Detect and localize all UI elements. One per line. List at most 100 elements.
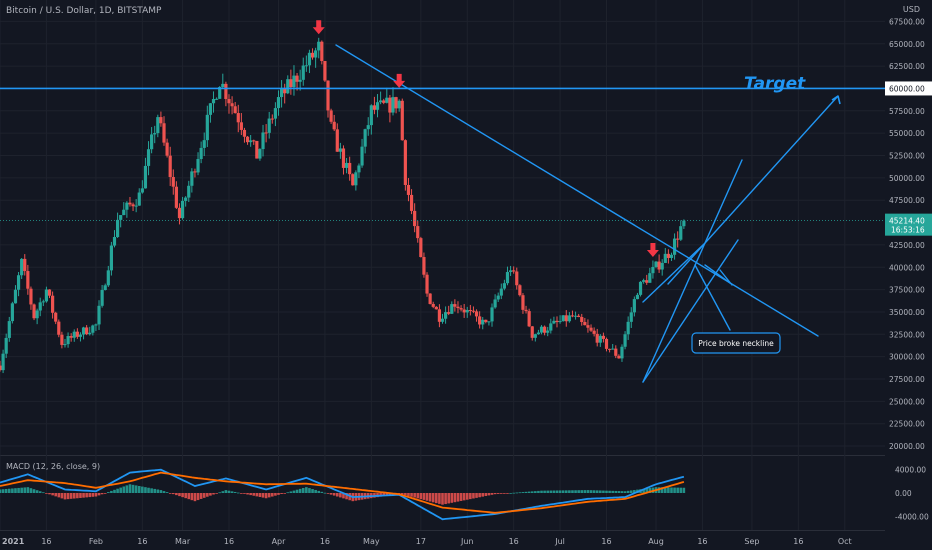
time-tick-label: Oct <box>838 537 852 546</box>
retest-line[interactable] <box>704 264 731 284</box>
price-tick-label: 32500.00 <box>889 330 925 339</box>
macd-histogram-bar <box>42 492 45 494</box>
candle-up <box>620 346 624 359</box>
candle-down <box>335 129 339 152</box>
macd-histogram-bar <box>48 493 51 495</box>
macd-histogram-bar <box>558 490 562 493</box>
candle-down <box>270 118 274 120</box>
price-tick-label: 47500.00 <box>889 196 925 205</box>
macd-histogram-bar <box>586 490 590 493</box>
macd-histogram-bar <box>620 491 624 493</box>
candle-up <box>72 331 76 338</box>
time-tick-label: 16 <box>509 537 519 546</box>
target-projection-line[interactable] <box>667 95 839 285</box>
macd-histogram-bar <box>199 493 203 499</box>
macd-pane[interactable] <box>0 468 686 521</box>
macd-histogram-bar <box>385 493 389 496</box>
macd-histogram-bar <box>20 487 23 493</box>
macd-histogram-bar <box>308 488 311 493</box>
candle-down <box>26 271 30 289</box>
candle-up <box>611 348 615 350</box>
candle-up <box>7 321 11 338</box>
macd-histogram-bar <box>153 488 157 493</box>
macd-histogram-bar <box>233 491 237 493</box>
channel-lower-left[interactable] <box>642 243 705 303</box>
macd-histogram-bar <box>1 489 5 493</box>
candle-up <box>215 98 219 100</box>
candle-up <box>654 261 658 267</box>
candle-up <box>134 205 138 207</box>
candle-down <box>447 312 451 314</box>
candle-up <box>298 79 302 82</box>
macd-histogram-bar <box>212 493 215 495</box>
candle-down <box>239 122 243 130</box>
price-tick-label: 55000.00 <box>889 129 925 138</box>
candle-down <box>128 202 132 205</box>
macd-histogram-bar <box>493 493 497 495</box>
candle-down <box>524 309 528 312</box>
candle-down <box>320 41 324 61</box>
candle-down <box>413 210 417 227</box>
macd-histogram-bar <box>32 489 36 493</box>
currency-label: USD <box>902 5 920 14</box>
macd-histogram-bar <box>633 490 636 493</box>
callout-pointer[interactable] <box>694 264 731 331</box>
candle-up <box>211 98 216 104</box>
channel-upper-line[interactable] <box>642 159 743 383</box>
candle-down <box>341 148 346 168</box>
macd-histogram-bar <box>301 488 305 493</box>
descending-trendline[interactable] <box>335 44 819 337</box>
macd-histogram-bar <box>51 493 54 496</box>
macd-histogram-bar <box>190 493 194 501</box>
candle-up <box>41 301 45 303</box>
candle-up <box>143 165 148 189</box>
candle-up <box>357 165 361 173</box>
candle-up <box>81 327 86 335</box>
candle-down <box>69 336 73 338</box>
macd-histogram-bar <box>202 493 206 498</box>
candle-up <box>106 270 110 286</box>
macd-histogram-bar <box>156 489 160 493</box>
breakout-mark[interactable] <box>719 269 733 286</box>
candle-down <box>242 129 247 137</box>
candle-up <box>440 318 445 322</box>
candle-up <box>623 334 627 347</box>
candle-down <box>329 110 333 122</box>
macd-histogram-bar <box>614 490 618 493</box>
macd-histogram-bar <box>264 493 268 499</box>
macd-histogram-bar <box>388 493 392 496</box>
candle-down <box>601 335 606 339</box>
candle-up <box>187 185 191 198</box>
candle-up <box>598 335 602 343</box>
candle-up <box>13 289 18 304</box>
candle-up <box>505 272 510 284</box>
time-axis[interactable]: 2021 16 Feb 16 Mar 16 Apr 16 May 17 Jun 16 Jul 16 Aug 1… <box>2 537 852 546</box>
macd-histogram-bar <box>168 493 172 494</box>
macd-histogram-bar <box>583 490 587 493</box>
candles <box>0 37 686 374</box>
macd-histogram-bar <box>144 487 147 493</box>
price-pane[interactable] <box>0 20 885 383</box>
macd-histogram-bar <box>76 493 79 499</box>
candle-up <box>63 344 67 346</box>
macd-histogram-bar <box>206 493 209 497</box>
macd-histogram-bar <box>72 493 76 499</box>
candle-up <box>635 294 640 300</box>
macd-histogram-bar <box>564 490 568 493</box>
macd-histogram-bar <box>267 493 271 498</box>
candle-down <box>422 257 426 275</box>
candle-up <box>487 321 491 323</box>
candle-up <box>660 262 664 270</box>
macd-histogram-bar <box>419 493 423 500</box>
macd-histogram-bar <box>38 491 42 493</box>
candle-up <box>561 315 565 322</box>
candle-up <box>261 132 265 150</box>
candle-up <box>78 334 83 337</box>
macd-histogram-bar <box>162 491 166 493</box>
macd-histogram-bar <box>524 491 528 493</box>
macd-histogram-bar <box>54 493 57 497</box>
trendline-drawings[interactable] <box>0 44 885 383</box>
candle-up <box>363 129 367 147</box>
channel-lower-line[interactable] <box>642 239 739 383</box>
